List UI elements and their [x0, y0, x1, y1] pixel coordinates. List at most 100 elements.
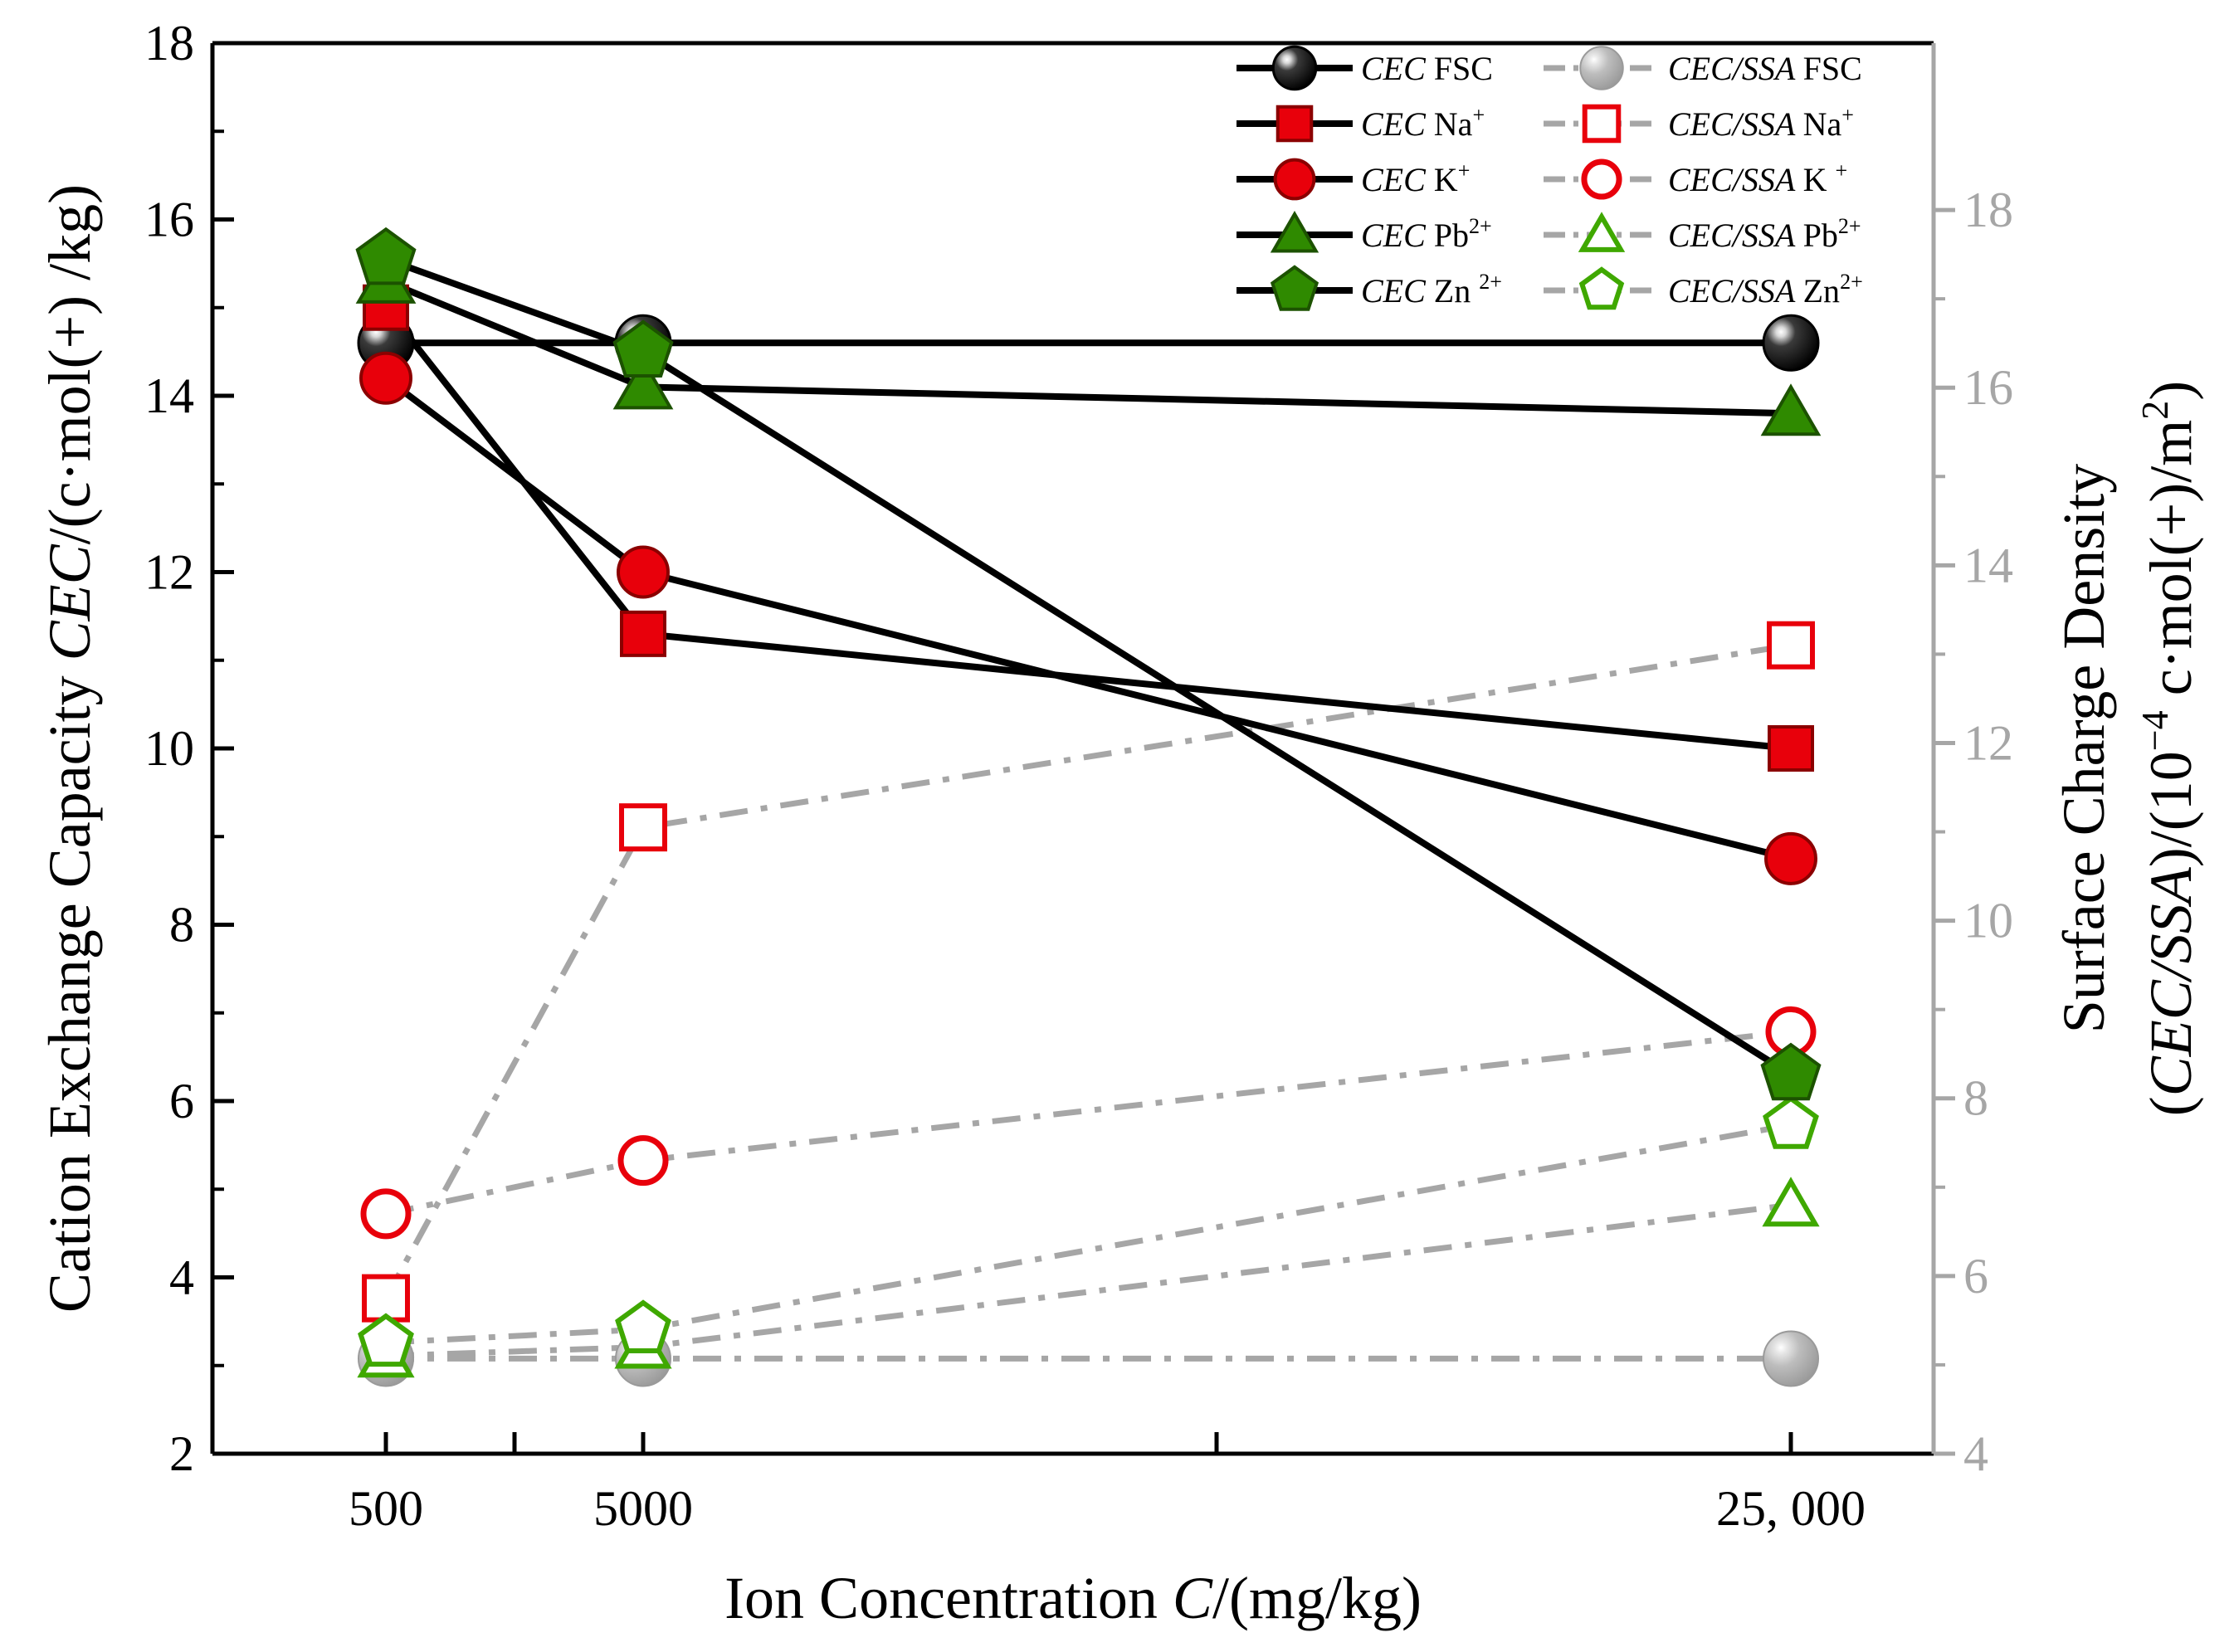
legend-label-prefix: CEC/SSA	[1668, 50, 1803, 87]
pentagon-marker	[615, 1299, 671, 1353]
legend-entry: CEC FSC	[1237, 45, 1493, 91]
right-axis-title-unit-exponent: 2	[2134, 401, 2176, 420]
right-tick-label: 4	[1963, 1426, 1988, 1481]
legend-label-charge: +	[1472, 103, 1485, 127]
left-axis-ticks: 2 4 6 8 10 12 14 16 18	[144, 16, 234, 1481]
legend-label: CEC/SSA K +	[1668, 158, 1847, 198]
series-line-cec-ssa-na	[383, 642, 1792, 1300]
legend-label-ion: Zn	[1434, 272, 1479, 309]
right-tick-label: 8	[1963, 1071, 1988, 1126]
series-marker-sphere-black	[1271, 45, 1318, 91]
x-tick-label: 5000	[593, 1481, 693, 1536]
triangle-marker	[1762, 1177, 1820, 1227]
legend-label-charge: 2+	[1840, 270, 1863, 294]
legend-label: CEC/SSA FSC	[1668, 50, 1862, 87]
series-line-cec-ssa-k	[385, 1028, 1792, 1217]
legend-label-prefix: CEC	[1361, 50, 1434, 87]
legend-label: CEC Na+	[1361, 103, 1485, 143]
legend-entry: CEC Na+	[1237, 103, 1485, 143]
left-tick-label: 16	[144, 192, 194, 247]
square-marker	[362, 1274, 410, 1323]
series-line-cec-pb2	[384, 278, 1792, 417]
legend-entry: CEC K+	[1237, 158, 1471, 201]
legend-label: CEC FSC	[1361, 50, 1493, 87]
series-lines	[383, 256, 1793, 1362]
series-marker-circle-open	[360, 1188, 412, 1240]
triangle-marker	[1760, 383, 1822, 436]
legend-label-prefix: CEC/SSA	[1668, 161, 1803, 198]
series-marker-pentagon-filled	[1760, 1042, 1822, 1101]
legend-label-charge: +	[1836, 158, 1848, 183]
legend-entry: CEC/SSA Zn2+	[1544, 266, 1863, 310]
series-markers	[355, 227, 1822, 1387]
legend-label-ion: FSC	[1803, 50, 1862, 87]
right-axis-title-exponent: −4	[2134, 710, 2176, 751]
right-tick-label: 10	[1963, 894, 2013, 948]
legend-label: CEC/SSA Pb2+	[1668, 214, 1861, 254]
right-axis-title-line2: (CEC/SSA)/(10−4 c·mol(+)/m2)	[2134, 381, 2204, 1116]
square-marker	[619, 803, 667, 852]
pentagon-marker	[1270, 265, 1319, 311]
legend-label-prefix: CEC/SSA	[1668, 217, 1803, 254]
series-marker-triangle-filled	[1760, 383, 1822, 436]
pentagon-marker	[1763, 1095, 1819, 1149]
left-axis-title: Cation Exchange Capacity CEC/(c·mol(+) /…	[37, 184, 103, 1313]
series-marker-circle-open	[617, 1135, 669, 1187]
series-marker-square-filled	[1768, 725, 1814, 772]
x-axis-title-part1: Ion Concentration	[724, 1565, 1173, 1631]
legend-label-ion: K	[1803, 161, 1836, 198]
legend-label-prefix: CEC/SSA	[1668, 105, 1803, 143]
x-tick-label: 500	[349, 1481, 423, 1536]
series-line-cec-ssa-zn2	[385, 1122, 1792, 1346]
circle-marker	[359, 351, 412, 405]
legend-entry: CEC/SSA Pb2+	[1544, 212, 1861, 254]
legend-label-ion: FSC	[1434, 50, 1493, 87]
legend-entry: CEC/SSA K +	[1544, 158, 1847, 200]
circle-marker	[617, 1135, 669, 1187]
right-tick-label: 14	[1963, 538, 2013, 592]
series-marker-pentagon-open	[615, 1299, 671, 1353]
x-axis-ticks: 500 5000 25, 000	[349, 1432, 1866, 1536]
circle-marker	[617, 545, 670, 599]
series-marker-circle-filled	[359, 351, 412, 405]
left-tick-label: 18	[144, 16, 194, 71]
series-marker-square-filled	[1276, 105, 1314, 143]
legend-label-ion: Pb	[1803, 217, 1838, 254]
square-marker	[1582, 104, 1622, 144]
left-axis-title-unit: /(c·mol(+) /kg)	[37, 184, 103, 544]
triangle-marker	[612, 357, 674, 410]
right-tick-label: 18	[1963, 183, 2013, 237]
series-marker-sphere-black	[1762, 314, 1820, 372]
legend-label-charge: +	[1458, 158, 1471, 183]
right-axis-title-unit: c·mol(+)/m	[2138, 420, 2204, 711]
right-tick-label: 6	[1963, 1249, 1988, 1304]
series-marker-pentagon-open	[1578, 266, 1625, 310]
circle-marker	[1581, 158, 1622, 200]
legend-label-ion: Zn	[1803, 272, 1840, 309]
series-marker-pentagon-open	[1763, 1095, 1819, 1149]
pentagon-marker	[358, 1313, 414, 1367]
circle-marker	[1273, 158, 1316, 201]
series-marker-circle-filled	[617, 545, 670, 599]
series-marker-pentagon-filled	[355, 227, 417, 285]
series-marker-triangle-open	[1762, 1177, 1820, 1227]
left-axis-title-variable: CEC	[37, 543, 103, 660]
legend-entry: CEC Pb2+	[1237, 211, 1492, 254]
legend-label: CEC/SSA Zn2+	[1668, 270, 1863, 309]
x-axis-title-unit: /(mg/kg)	[1212, 1565, 1422, 1631]
series-marker-triangle-open	[1578, 212, 1626, 252]
circle-marker	[360, 1188, 412, 1240]
legend-label: CEC Zn 2+	[1361, 270, 1502, 309]
right-tick-label: 12	[1963, 715, 2013, 770]
pentagon-marker	[612, 319, 674, 378]
right-axis-title-variable: CEC/SSA	[2138, 866, 2204, 1096]
triangle-marker	[1578, 212, 1626, 252]
x-axis-title-variable: C	[1173, 1565, 1213, 1631]
series-marker-pentagon-open	[358, 1313, 414, 1367]
series-marker-sphere-grey	[1579, 46, 1624, 90]
sphere-marker	[1763, 1330, 1819, 1387]
circle-marker	[1764, 831, 1817, 885]
legend-label-prefix: CEC	[1361, 161, 1434, 198]
